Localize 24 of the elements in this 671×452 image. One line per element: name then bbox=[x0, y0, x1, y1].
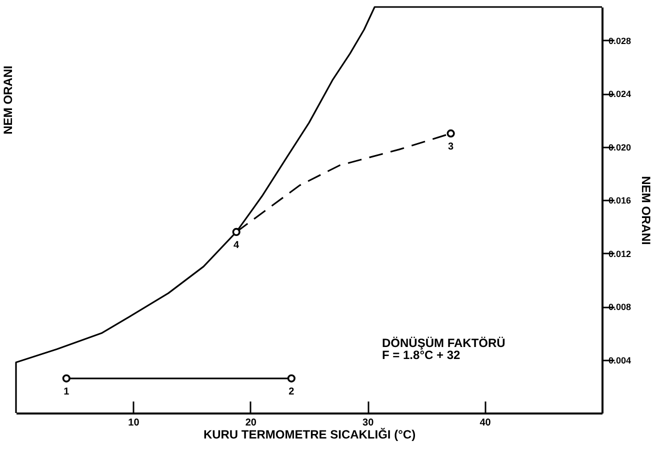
text: NEM ORANI bbox=[639, 176, 654, 245]
point bbox=[62, 374, 70, 382]
annotation: 1 bbox=[64, 386, 70, 398]
y-axis-title: NEM ORANI bbox=[1, 66, 15, 134]
y-tick-label: 0.028 bbox=[608, 36, 632, 46]
annotation: F = 1.8°C + 32 bbox=[382, 348, 460, 362]
x-tick-label: 20 bbox=[245, 418, 257, 428]
y-tick-label: 0.024 bbox=[608, 89, 632, 100]
annotation: 4 bbox=[234, 240, 240, 251]
annotation: 2 bbox=[288, 386, 295, 398]
x-tick-label: 40 bbox=[480, 418, 492, 428]
y-tick-label: 0.016 bbox=[608, 196, 632, 206]
x-axis-title: KURU TERMOMETRE SICAKLIĞI (°C) bbox=[203, 428, 416, 442]
x-tick-label: 30 bbox=[362, 418, 374, 428]
y-tick-label: 0.012 bbox=[608, 248, 632, 259]
y-tick-label: 0.004 bbox=[608, 355, 632, 366]
y-tick-label: 0.008 bbox=[608, 302, 632, 312]
y-tick-label: 0.020 bbox=[608, 142, 632, 152]
annotation: DÖNÜŞÜM FAKTÖRÜ bbox=[382, 336, 506, 350]
point bbox=[232, 228, 240, 236]
annotation: 3 bbox=[448, 141, 454, 152]
point bbox=[446, 129, 455, 138]
x-tick-label: 10 bbox=[128, 418, 140, 428]
point bbox=[287, 374, 296, 382]
